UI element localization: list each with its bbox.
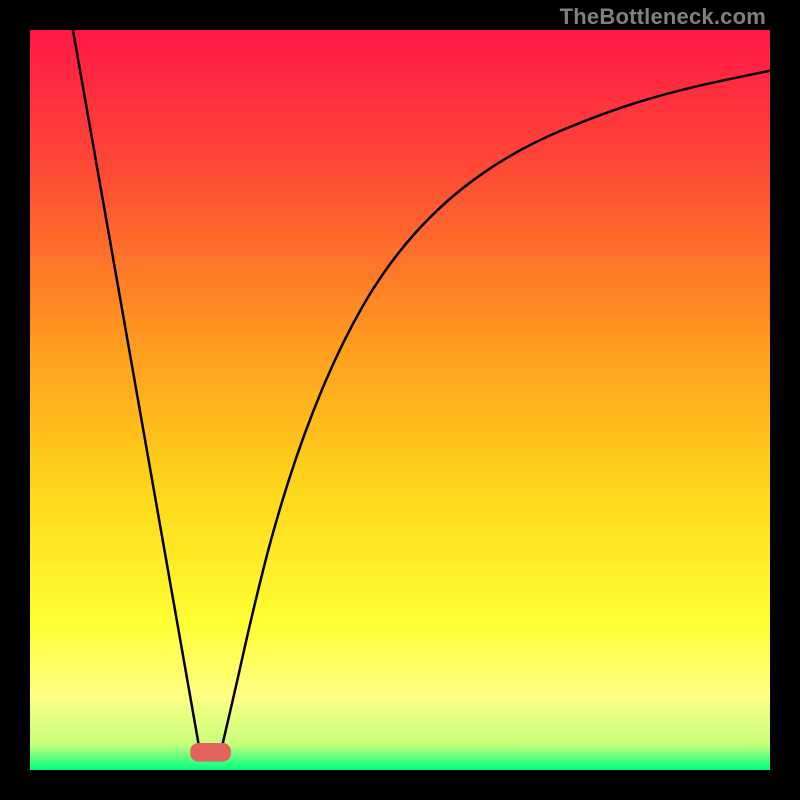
min-marker	[190, 743, 231, 762]
plot-area	[30, 30, 770, 770]
chart-frame: TheBottleneck.com	[0, 0, 800, 800]
chart-svg	[30, 30, 770, 770]
watermark-text: TheBottleneck.com	[560, 4, 766, 30]
gradient-background	[30, 30, 770, 770]
